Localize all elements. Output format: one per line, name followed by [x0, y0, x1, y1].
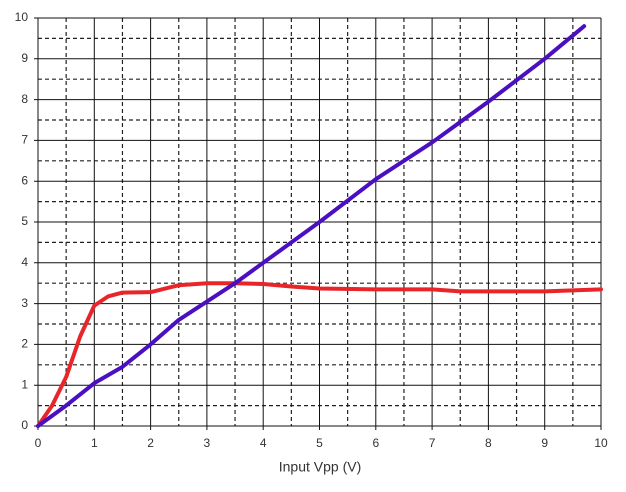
x-tick-label: 4 — [260, 436, 267, 450]
y-tick-label: 0 — [21, 418, 28, 432]
x-tick-label: 1 — [91, 436, 98, 450]
y-tick-label: 8 — [21, 92, 28, 106]
y-tick-label: 6 — [21, 173, 28, 187]
x-tick-label: 10 — [594, 436, 608, 450]
series-line — [36, 24, 587, 428]
y-tick-label: 5 — [21, 214, 28, 228]
x-tick-label: 7 — [429, 436, 436, 450]
y-tick-label: 2 — [21, 337, 28, 351]
x-tick-label: 3 — [204, 436, 211, 450]
x-axis-title: Input Vpp (V) — [279, 459, 362, 475]
y-tick-label: 4 — [21, 255, 28, 269]
x-tick-label: 6 — [372, 436, 379, 450]
x-tick-label: 9 — [541, 436, 548, 450]
y-tick-label: 3 — [21, 296, 28, 310]
x-tick-label: 5 — [316, 436, 323, 450]
x-tick-label: 8 — [485, 436, 492, 450]
y-tick-label: 10 — [15, 10, 29, 24]
x-tick-label: 2 — [147, 436, 154, 450]
y-tick-label: 1 — [21, 377, 28, 391]
series-line — [36, 281, 603, 428]
y-tick-label: 9 — [21, 51, 28, 65]
x-tick-label: 0 — [35, 436, 42, 450]
y-tick-label: 7 — [21, 133, 28, 147]
